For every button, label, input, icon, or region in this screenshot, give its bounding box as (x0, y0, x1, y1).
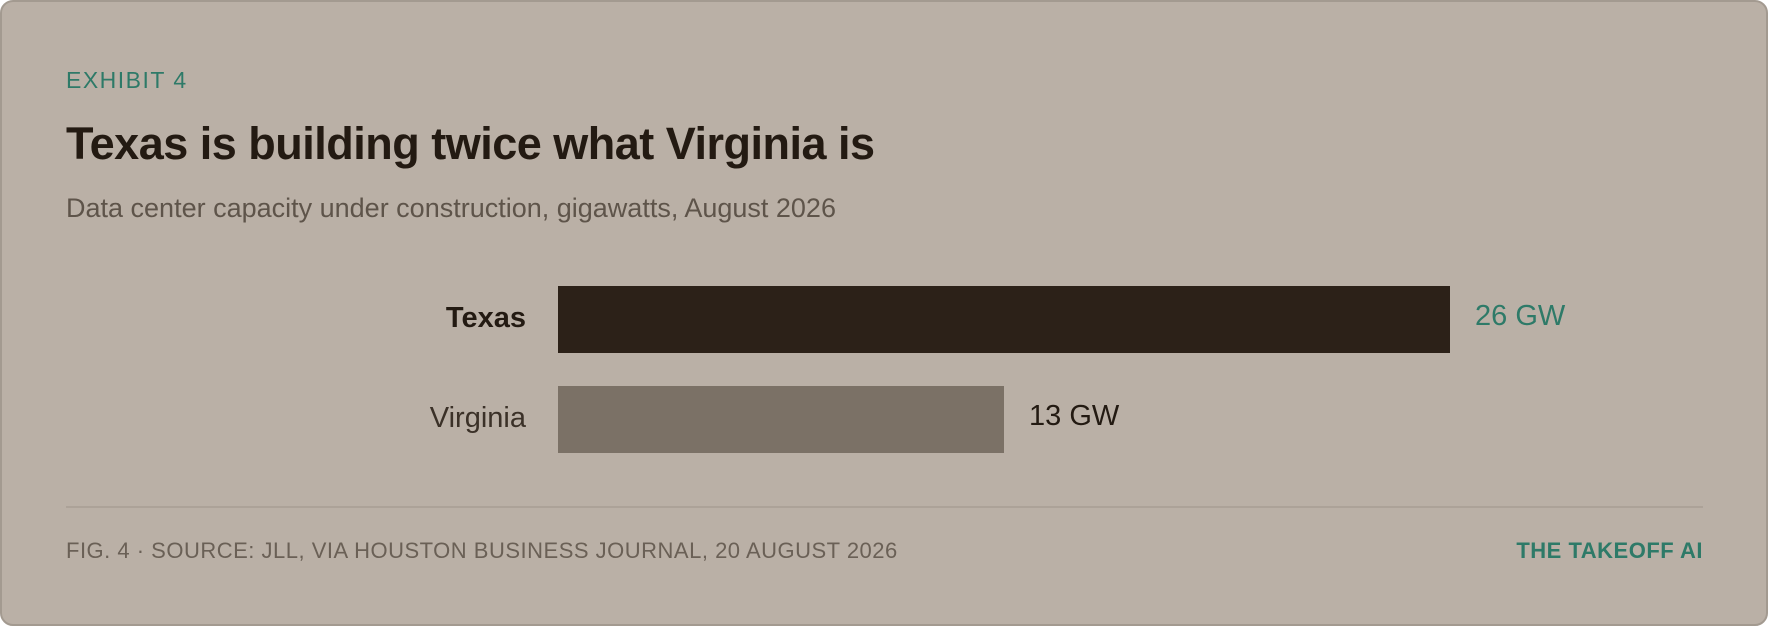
eyebrow: EXHIBIT 4 (66, 67, 188, 93)
chart-subtitle: Data center capacity under construction,… (66, 193, 836, 223)
category-label: Virginia (430, 402, 527, 434)
category-label: Texas (446, 302, 526, 334)
source-note: FIG. 4 · SOURCE: JLL, VIA HOUSTON BUSINE… (66, 538, 898, 563)
bar (558, 386, 1004, 453)
value-label: 26 GW (1475, 300, 1566, 332)
value-label: 13 GW (1029, 400, 1120, 432)
brand: THE TAKEOFF AI (1516, 538, 1703, 563)
bar (558, 286, 1450, 353)
chart-title: Texas is building twice what Virginia is (66, 118, 875, 169)
